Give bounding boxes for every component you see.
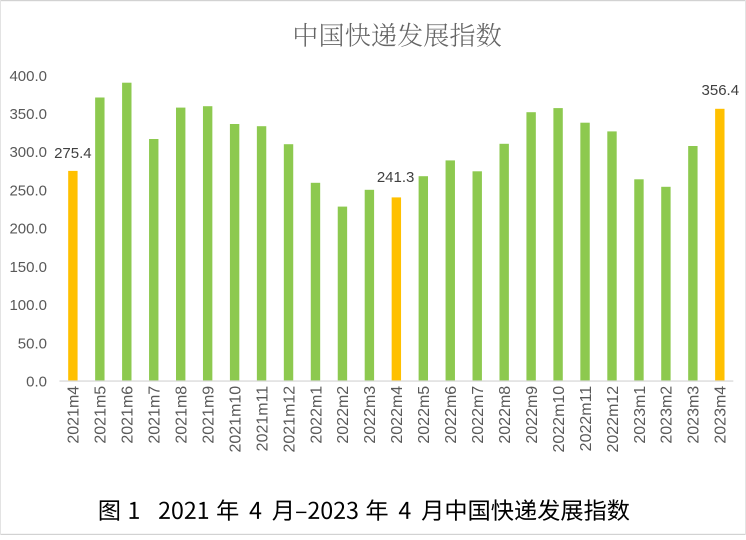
svg-text:2021m5: 2021m5 [93,386,110,444]
svg-text:100.0: 100.0 [9,297,47,314]
svg-text:2022m10: 2022m10 [551,386,568,453]
svg-text:2022m3: 2022m3 [362,386,379,444]
svg-text:2022m5: 2022m5 [416,386,433,444]
svg-text:0.0: 0.0 [26,374,47,391]
svg-text:2022m9: 2022m9 [524,386,541,444]
svg-text:250.0: 250.0 [9,183,47,200]
svg-text:2021m8: 2021m8 [174,386,191,444]
svg-text:241.3: 241.3 [377,169,415,186]
svg-text:2022m7: 2022m7 [470,386,487,444]
svg-text:2022m2: 2022m2 [335,386,352,444]
svg-text:300.0: 300.0 [9,144,47,161]
svg-text:2022m12: 2022m12 [605,386,622,453]
svg-text:2022m11: 2022m11 [578,386,595,452]
svg-text:2021m12: 2021m12 [281,386,298,453]
svg-text:2021m9: 2021m9 [200,386,217,444]
svg-text:356.4: 356.4 [702,82,740,99]
svg-text:150.0: 150.0 [9,259,47,276]
svg-text:275.4: 275.4 [54,145,92,162]
svg-text:2022m4: 2022m4 [389,386,406,444]
svg-text:2021m7: 2021m7 [147,386,164,444]
svg-text:2023m1: 2023m1 [632,386,649,444]
svg-text:2023m4: 2023m4 [713,386,730,444]
svg-text:2022m6: 2022m6 [443,386,460,444]
svg-text:2022m1: 2022m1 [308,386,325,444]
svg-text:200.0: 200.0 [9,221,47,238]
svg-text:400.0: 400.0 [9,68,47,85]
svg-text:2022m8: 2022m8 [497,386,514,444]
svg-text:2021m11: 2021m11 [254,386,271,452]
svg-text:2023m2: 2023m2 [659,386,676,444]
svg-text:2021m10: 2021m10 [227,386,244,453]
svg-text:2023m3: 2023m3 [686,386,703,444]
svg-text:350.0: 350.0 [9,106,47,123]
svg-text:50.0: 50.0 [18,335,47,352]
svg-text:2021m4: 2021m4 [66,386,83,444]
svg-text:2021m6: 2021m6 [120,386,137,444]
